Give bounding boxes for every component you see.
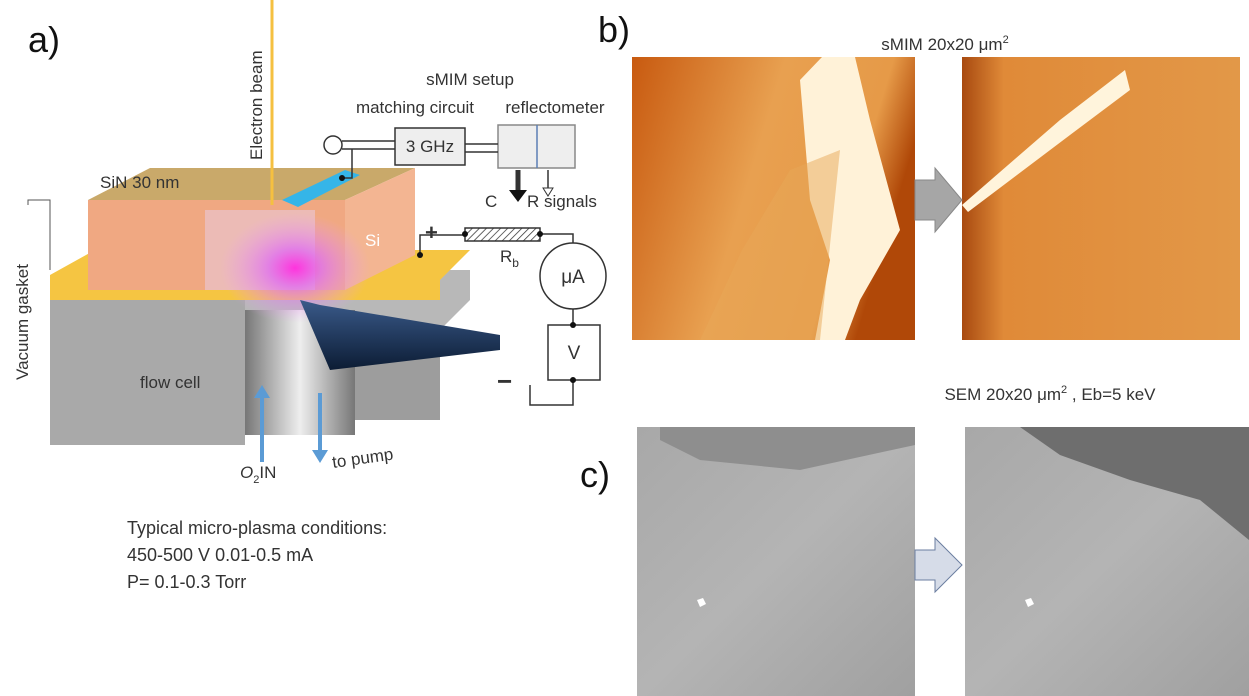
page: a) Electron beam sMIM setup matching cir… [0, 0, 1249, 696]
si-label: Si [365, 231, 380, 250]
arrow-b [915, 168, 962, 232]
matching-label: matching circuit [356, 98, 474, 117]
gas-label: O2IN [240, 463, 276, 486]
resistor-symbol [465, 228, 540, 241]
node [570, 322, 576, 328]
node [462, 231, 468, 237]
frequency-label: 3 GHz [406, 137, 454, 156]
panel-title: SEM 20x20 μm2 , Eb=5 keV [944, 384, 1156, 404]
arrow-out-head [312, 450, 328, 463]
setup-title: sMIM setup [426, 70, 514, 89]
figure: a) Electron beam sMIM setup matching cir… [0, 0, 1249, 696]
flow-cell-label: flow cell [140, 373, 200, 392]
gasket-pointer [28, 200, 50, 270]
beam-label: Electron beam [247, 50, 266, 160]
node [417, 252, 423, 258]
resistor-label: Rb [500, 247, 519, 270]
title-sup: 2 [1003, 34, 1009, 46]
title-rest: , Eb=5 keV [1067, 385, 1156, 404]
node [339, 175, 345, 181]
r-label: R signals [527, 192, 597, 211]
ammeter-label: μA [561, 267, 585, 288]
title-text: sMIM 20x20 μm [881, 35, 1002, 54]
c-arrow-head [509, 190, 527, 202]
title-text: SEM 20x20 μm [944, 385, 1061, 404]
reflectometer-label: reflectometer [505, 98, 605, 117]
panel-title: sMIM 20x20 μm2 [881, 34, 1008, 54]
gas-letter: O [240, 463, 253, 482]
gas-in: IN [259, 463, 276, 482]
c-label: C [485, 192, 497, 211]
gasket-label: Vacuum gasket [13, 264, 32, 380]
panel-label: c) [580, 454, 610, 495]
condition-line: P= 0.1-0.3 Torr [127, 572, 246, 592]
resistor-letter: R [500, 247, 512, 266]
sin-label: SiN 30 nm [100, 173, 179, 192]
resistor-sub: b [512, 256, 519, 270]
condition-line: 450-500 V 0.01-0.5 mA [127, 545, 313, 565]
node [537, 231, 543, 237]
panel-label: b) [598, 9, 630, 50]
coupler [324, 136, 342, 154]
voltmeter-label: V [568, 343, 581, 364]
plasma [220, 213, 370, 323]
panel-label: a) [28, 19, 60, 60]
node [570, 377, 576, 383]
condition-line: Typical micro-plasma conditions: [127, 518, 387, 538]
plus: + [425, 220, 438, 245]
arrow-c [915, 538, 962, 592]
minus: − [497, 366, 512, 396]
pump-label: to pump [331, 445, 394, 472]
